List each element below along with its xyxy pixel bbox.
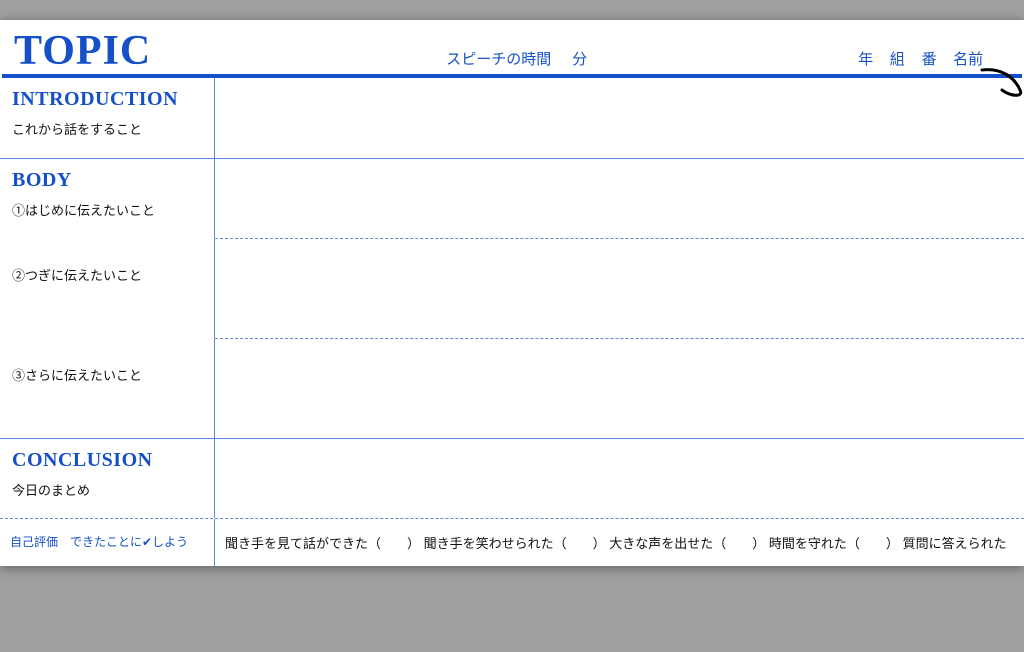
self-evaluation-row: 自己評価 できたことに✔しよう 聞き手を見て話ができた（ ） 聞き手を笑わせられ…	[0, 518, 1024, 566]
conclusion-title: CONCLUSION	[12, 449, 202, 472]
body-write-area-2[interactable]	[215, 238, 1024, 338]
body-title: BODY	[12, 169, 202, 192]
body-row-3: ③さらに伝えたいこと	[0, 338, 1024, 438]
worksheet-page: TOPIC スピーチの時間 分 年 組 番 名前 INTRODUCTION これ…	[0, 20, 1024, 566]
header-row: TOPIC スピーチの時間 分 年 組 番 名前	[0, 30, 1024, 74]
self-eval-label: 自己評価 できたことに✔しよう	[0, 519, 215, 566]
introduction-subtitle: これから話をすること	[12, 119, 202, 138]
body-item-2: ②つぎに伝えたいこと	[0, 238, 215, 338]
body-item-1: ①はじめに伝えたいこと	[12, 200, 202, 219]
name-label: 名前	[953, 51, 983, 68]
self-eval-items: 聞き手を見て話ができた（ ） 聞き手を笑わせられた（ ） 大きな声を出せた（ ）…	[215, 519, 1024, 566]
body-row-2: ②つぎに伝えたいこと	[0, 238, 1024, 338]
body-write-area-1[interactable]	[215, 158, 1024, 238]
introduction-title: INTRODUCTION	[12, 88, 202, 111]
class-label: 組	[890, 51, 905, 68]
handwriting-mark	[980, 66, 1024, 106]
topic-title: TOPIC	[14, 30, 151, 72]
body-head: BODY ①はじめに伝えたいこと	[0, 158, 215, 238]
conclusion-write-area[interactable]	[215, 438, 1024, 518]
eval-item-2[interactable]: 聞き手を笑わせられた（ ）	[424, 536, 606, 551]
conclusion-section: CONCLUSION 今日のまとめ	[0, 438, 1024, 518]
conclusion-subtitle: 今日のまとめ	[12, 480, 202, 499]
introduction-section: INTRODUCTION これから話をすること	[0, 78, 1024, 158]
speech-time-label: スピーチの時間 分	[440, 48, 593, 69]
body-write-area-3[interactable]	[215, 338, 1024, 438]
speech-time-text: スピーチの時間	[446, 51, 551, 68]
introduction-head: INTRODUCTION これから話をすること	[0, 78, 215, 158]
conclusion-head: CONCLUSION 今日のまとめ	[0, 438, 215, 518]
eval-item-4[interactable]: 時間を守れた（ ）	[769, 536, 899, 551]
body-item-3: ③さらに伝えたいこと	[0, 338, 215, 438]
minutes-text: 分	[572, 51, 587, 68]
eval-item-1[interactable]: 聞き手を見て話ができた（ ）	[225, 536, 420, 551]
introduction-write-area[interactable]	[215, 78, 1024, 158]
eval-item-3[interactable]: 大きな声を出せた（ ）	[609, 536, 765, 551]
eval-item-5[interactable]: 質問に答えられた	[903, 536, 1007, 551]
year-label: 年	[858, 51, 873, 68]
number-label: 番	[921, 51, 936, 68]
body-section: BODY ①はじめに伝えたいこと	[0, 158, 1024, 238]
